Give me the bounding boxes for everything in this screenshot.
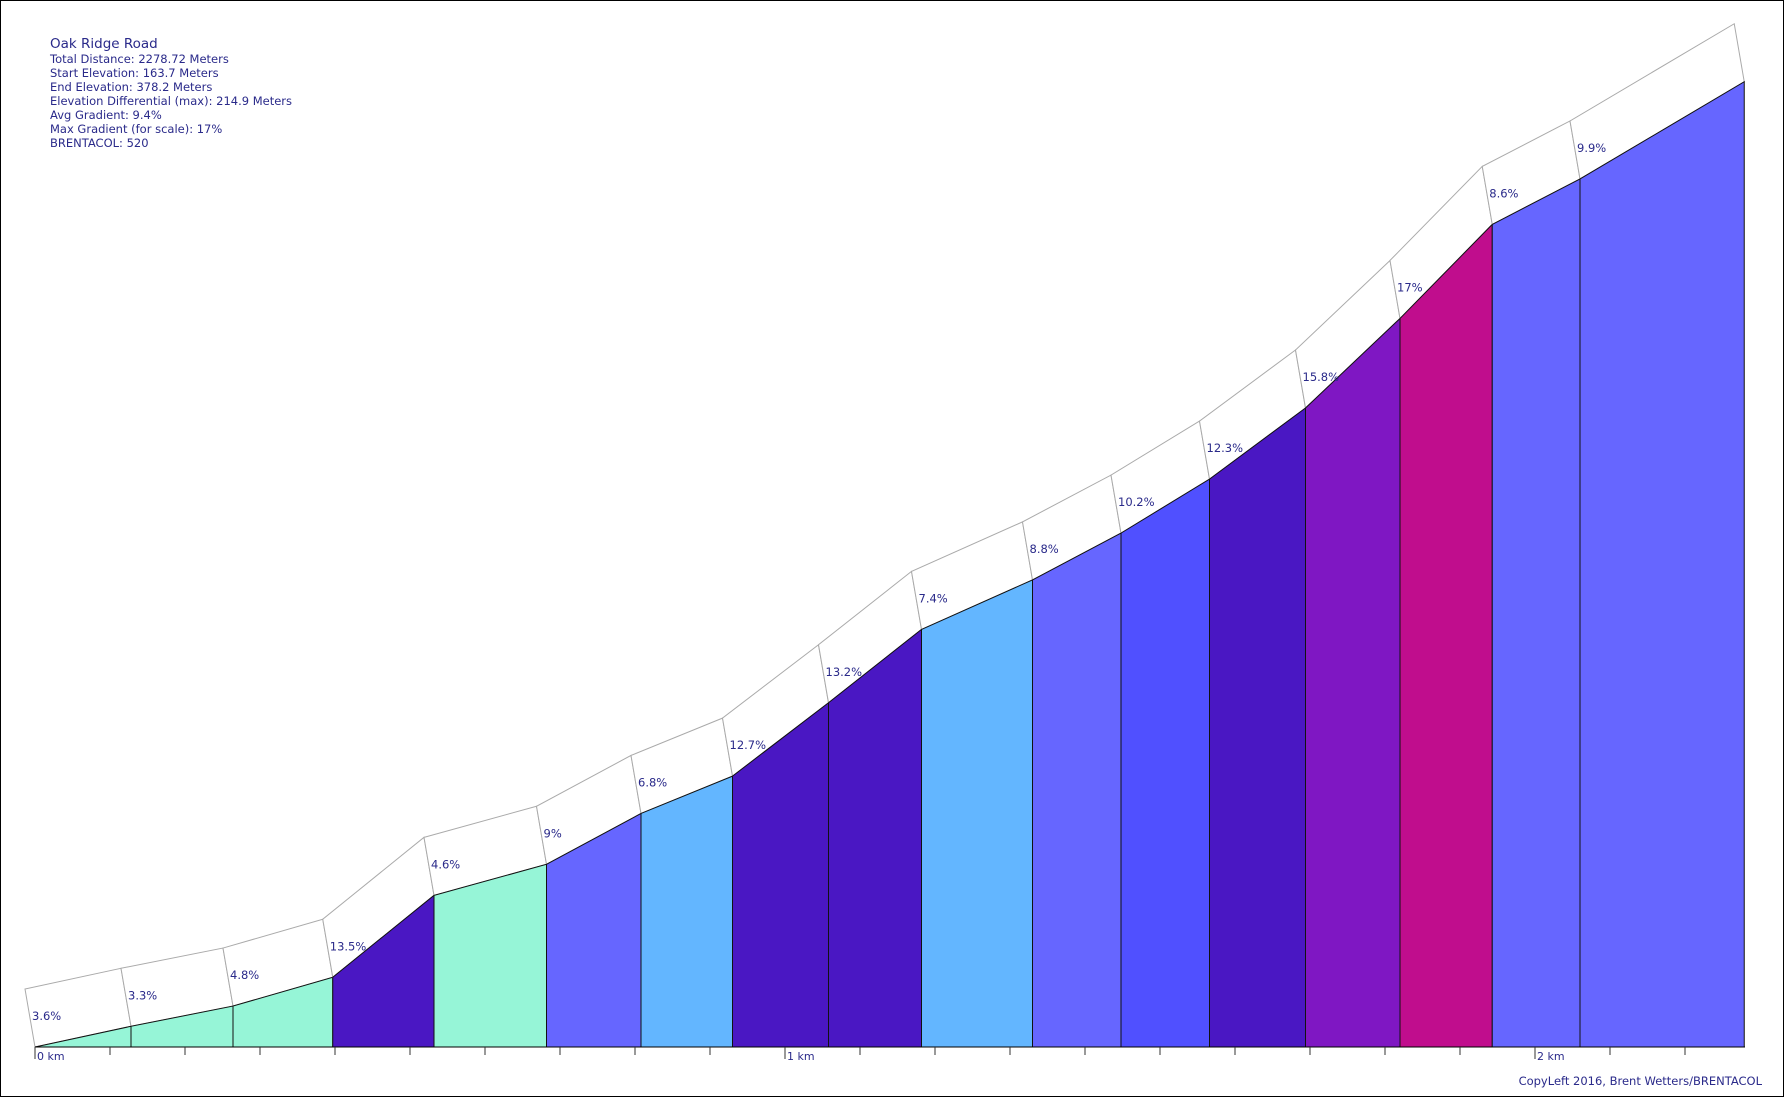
profile-segment [1209,407,1306,1048]
elevation-differential: Elevation Differential (max): 214.9 Mete… [50,94,292,108]
gradient-label: 17% [1397,280,1423,294]
gradient-label: 9% [544,826,562,840]
km-tick-label: 0 km [37,1050,65,1063]
end-elevation: End Elevation: 378.2 Meters [50,80,213,94]
profile-segment [640,775,733,1048]
km-tick-label: 2 km [1537,1050,1565,1063]
gradient-label: 13.2% [826,665,863,679]
gradient-label: 12.7% [730,738,767,752]
gradient-label: 8.8% [1030,542,1059,556]
profile-segment [921,579,1033,1048]
max-gradient: Max Gradient (for scale): 17% [50,122,223,136]
copyright-credit: CopyLeft 2016, Brent Wetters/BRENTACOL [1518,1074,1762,1088]
gradient-label: 15.8% [1303,370,1340,384]
gradient-label: 4.8% [230,968,259,982]
route-title: Oak Ridge Road [50,36,158,52]
gradient-label: 10.2% [1118,495,1155,509]
gradient-label: 9.9% [1577,141,1606,155]
profile-segment [828,628,922,1048]
gradient-label: 4.6% [431,857,460,871]
brentacol-score: BRENTACOL: 520 [50,136,149,150]
profile-segment [433,863,547,1048]
gradient-label: 3.6% [32,1009,61,1023]
profile-segment [1491,178,1581,1048]
total-distance: Total Distance: 2278.72 Meters [50,52,229,66]
gradient-label: 12.3% [1207,441,1244,455]
profile-segment [1305,317,1401,1048]
gradient-label: 13.5% [330,939,367,953]
gradient-label: 3.3% [128,988,157,1002]
profile-segment [1120,478,1210,1048]
profile-segment [1032,532,1122,1048]
start-elevation: Start Elevation: 163.7 Meters [50,66,219,80]
avg-gradient: Avg Gradient: 9.4% [50,108,162,122]
gradient-label: 6.8% [638,775,667,789]
profile-segment [1579,80,1745,1048]
gradient-label: 7.4% [919,591,948,605]
profile-segment [1399,223,1493,1048]
route-info: Oak Ridge Road Total Distance: 2278.72 M… [50,36,292,150]
km-tick-label: 1 km [787,1050,815,1063]
gradient-label: 8.6% [1489,186,1518,200]
